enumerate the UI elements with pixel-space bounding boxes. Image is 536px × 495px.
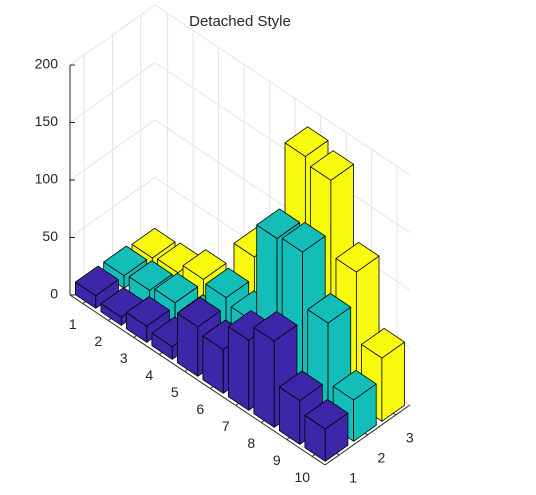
bar-top: [205, 267, 250, 299]
bar: [154, 272, 199, 323]
z-tick-label: 100: [35, 171, 59, 187]
chart-title: Detached Style: [189, 13, 291, 30]
y-tick-label: 1: [69, 316, 77, 332]
bar-top: [332, 369, 377, 401]
bar-top: [103, 245, 148, 277]
x-tick-label: 2: [378, 450, 386, 466]
y-axis: [69, 294, 326, 466]
bar: [304, 399, 349, 462]
grid-line: [154, 62, 411, 233]
bar-top: [281, 222, 326, 253]
bar: [74, 265, 119, 309]
bar-top: [74, 265, 119, 297]
bar-top: [256, 208, 301, 239]
grid-line: [154, 4, 411, 176]
bar-top: [125, 296, 170, 327]
bar-top: [128, 260, 173, 291]
bar-top: [335, 242, 380, 273]
bar-top: [131, 227, 176, 259]
x-tick-label: 3: [406, 430, 414, 446]
bar-top: [361, 328, 405, 359]
y-tick-label: 10: [294, 469, 310, 485]
bar: [125, 296, 170, 343]
bar-top: [284, 126, 329, 157]
z-tick-label: 0: [50, 286, 58, 302]
z-tick-label: 200: [35, 56, 59, 72]
y-tick-label: 2: [94, 333, 102, 349]
x-tick-label: 1: [349, 470, 357, 486]
bar-top: [310, 150, 354, 181]
y-tick-label: 9: [273, 452, 281, 468]
bar-top: [182, 249, 227, 280]
y-tick-label: 3: [120, 350, 128, 366]
bar-side: [253, 327, 275, 428]
y-tick-label: 5: [171, 384, 179, 400]
z-tick-label: 50: [42, 228, 58, 244]
bar-top: [304, 399, 349, 430]
bar-top: [278, 370, 323, 402]
z-tick-label: 150: [35, 113, 59, 129]
bar-top: [176, 296, 221, 328]
bar-side: [227, 326, 250, 411]
bar-top: [253, 311, 298, 342]
y-tick-label: 7: [222, 418, 230, 434]
y-tick-label: 6: [196, 401, 204, 417]
bar-top: [154, 272, 199, 304]
y-tick-label: 8: [247, 435, 255, 451]
bar-top: [307, 293, 352, 324]
y-tick-label: 4: [145, 367, 153, 383]
